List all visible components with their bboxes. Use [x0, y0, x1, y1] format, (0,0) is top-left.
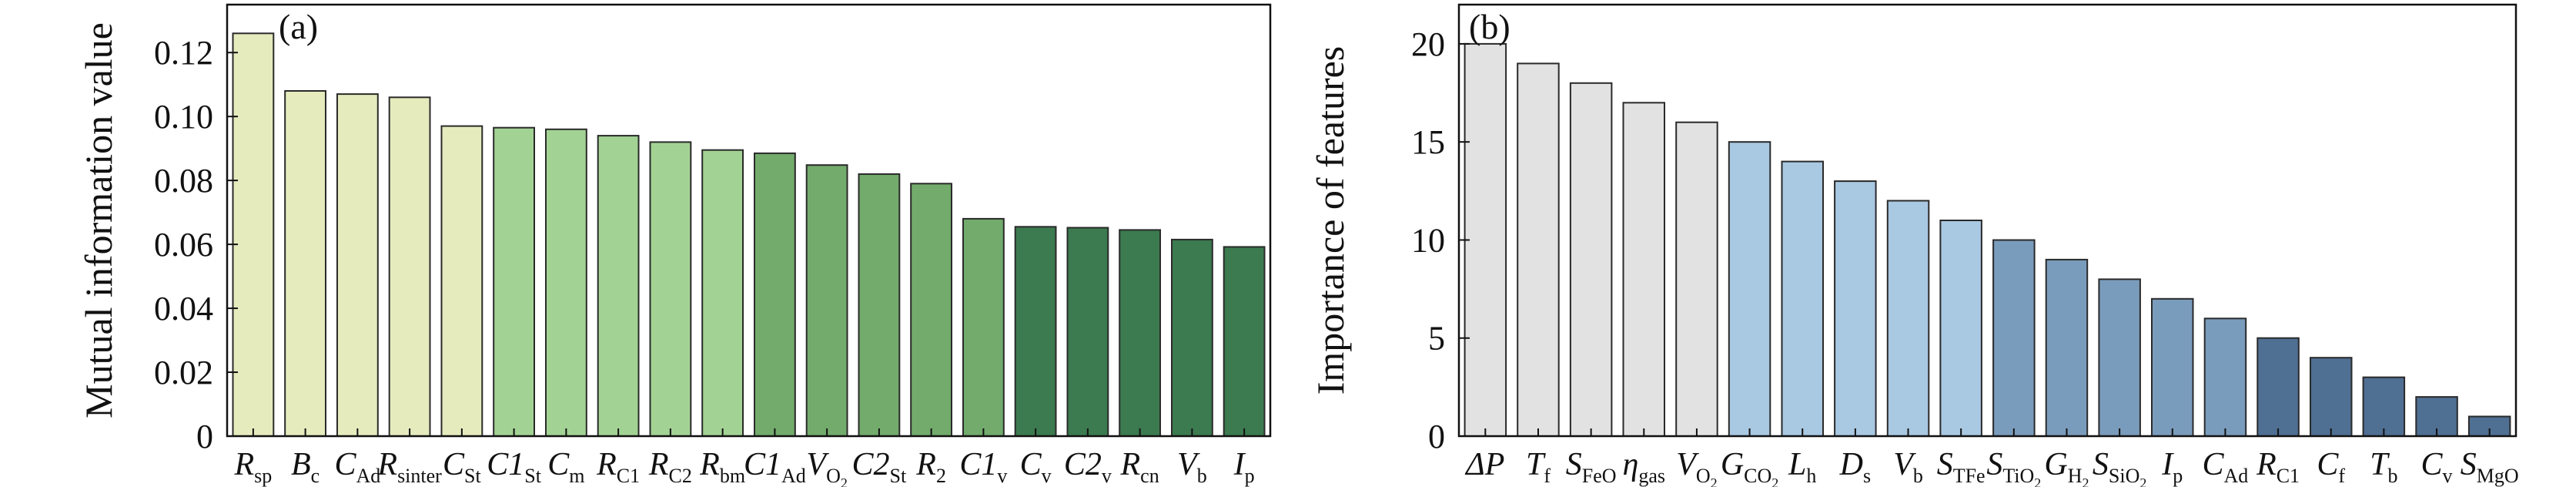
x-tick-label: Vb: [1893, 447, 1923, 487]
bar-a-11: [805, 164, 848, 437]
y-tick-label: 0.12: [154, 34, 213, 72]
x-tick-label: C2v: [1064, 447, 1112, 487]
bar-b-1: [1517, 62, 1560, 438]
bar-b-11: [2045, 258, 2089, 437]
y-tick-label: 5: [1428, 320, 1445, 358]
bar-a-15: [1014, 226, 1057, 437]
y-tick-label: 0: [196, 418, 213, 455]
panel-label: (a): [279, 7, 318, 46]
x-tick-label: Ds: [1839, 447, 1871, 487]
bar-a-9: [701, 149, 744, 437]
bar-b-14: [2203, 317, 2247, 437]
bar-b-6: [1781, 160, 1824, 437]
x-tick-label: RC2: [648, 447, 692, 487]
bar-b-10: [1992, 239, 2036, 437]
y-tick-label: 0: [1428, 418, 1445, 455]
bar-b-5: [1728, 141, 1771, 437]
x-tick-label: Lh: [1788, 447, 1816, 487]
bar-b-9: [1939, 220, 1982, 437]
bar-b-17: [2362, 376, 2406, 438]
x-tick-label: GCO2: [1721, 447, 1778, 487]
x-tick-label: Rbm: [699, 447, 745, 487]
x-tick-label: ΔP: [1464, 447, 1504, 482]
x-tick-label: Tb: [2370, 447, 2397, 487]
y-tick-label: 15: [1411, 123, 1445, 161]
x-tick-label: C1St: [487, 447, 541, 487]
x-tick-label: Ip: [2161, 447, 2183, 487]
x-tick-label: Rcn: [1120, 447, 1159, 487]
y-tick-label: 0.02: [154, 354, 213, 391]
bar-b-2: [1569, 82, 1613, 438]
bar-a-19: [1223, 246, 1266, 437]
y-axis-title: Mutual information value: [77, 22, 120, 418]
bar-a-2: [336, 93, 379, 437]
bar-a-1: [284, 90, 327, 437]
y-tick-label: 0.04: [154, 290, 213, 327]
x-tick-label: SFeO: [1566, 447, 1617, 487]
x-tick-label: Cv: [1020, 447, 1052, 487]
y-tick-label: 0.06: [154, 226, 213, 264]
x-tick-label: Cf: [2317, 447, 2345, 487]
bar-b-7: [1834, 180, 1877, 437]
x-tick-label: SMgO: [2461, 447, 2519, 487]
x-tick-label: RC1: [596, 447, 640, 487]
x-tick-label: R2: [915, 447, 946, 487]
x-tick-label: Rsp: [233, 447, 272, 487]
x-tick-label: Vb: [1177, 447, 1207, 487]
bar-a-0: [232, 32, 275, 438]
x-tick-label: Ip: [1233, 447, 1255, 487]
bar-a-7: [597, 135, 640, 437]
y-axis-title: Importance of features: [1309, 46, 1352, 395]
bar-a-10: [754, 152, 796, 437]
x-tick-label: VO2: [1676, 447, 1717, 487]
bar-a-18: [1171, 238, 1213, 437]
x-tick-label: CAd: [334, 447, 380, 487]
bar-b-12: [2098, 278, 2141, 437]
x-tick-label: CSt: [443, 447, 481, 487]
x-tick-label: Rsinter: [376, 447, 442, 487]
bar-a-3: [388, 96, 431, 438]
plot-frame: [226, 3, 1272, 438]
x-tick-label: STiO2: [1986, 447, 2041, 487]
bar-a-4: [440, 125, 483, 437]
x-tick-label: C1v: [959, 447, 1007, 487]
bar-a-14: [962, 217, 1005, 437]
x-tick-label: Bc: [291, 447, 319, 487]
bar-a-5: [493, 126, 536, 437]
bar-b-3: [1622, 102, 1665, 438]
bar-a-8: [649, 141, 692, 437]
bar-b-0: [1464, 42, 1507, 438]
y-tick-label: 10: [1411, 221, 1445, 259]
x-tick-label: C2St: [852, 447, 907, 487]
x-tick-label: Tf: [1526, 447, 1551, 487]
bar-b-8: [1886, 200, 1930, 437]
bar-a-17: [1119, 229, 1161, 437]
bar-a-16: [1066, 227, 1109, 437]
bar-b-15: [2257, 337, 2300, 438]
x-tick-label: ηgas: [1623, 447, 1666, 487]
x-tick-label: RC1: [2256, 447, 2300, 487]
x-tick-label: Cm: [547, 447, 584, 487]
plot-frame: [1457, 3, 2517, 438]
x-tick-label: GH2: [2044, 447, 2089, 487]
x-tick-label: SSiO2: [2093, 447, 2146, 487]
bar-b-4: [1675, 121, 1718, 437]
bar-a-6: [545, 128, 587, 438]
y-tick-label: 0.10: [154, 98, 213, 136]
x-tick-label: Cv: [2421, 447, 2453, 487]
x-tick-label: CAd: [2203, 447, 2249, 487]
bar-b-13: [2151, 297, 2194, 437]
bar-a-13: [910, 183, 952, 438]
panel-label: (b): [1469, 7, 1510, 46]
x-tick-label: STFe: [1937, 447, 1986, 487]
y-tick-label: 20: [1411, 25, 1445, 63]
y-tick-label: 0.08: [154, 162, 213, 200]
bar-a-12: [858, 173, 901, 437]
x-tick-label: VO2: [806, 447, 847, 487]
bar-b-16: [2310, 357, 2353, 438]
x-tick-label: C1Ad: [744, 447, 806, 487]
